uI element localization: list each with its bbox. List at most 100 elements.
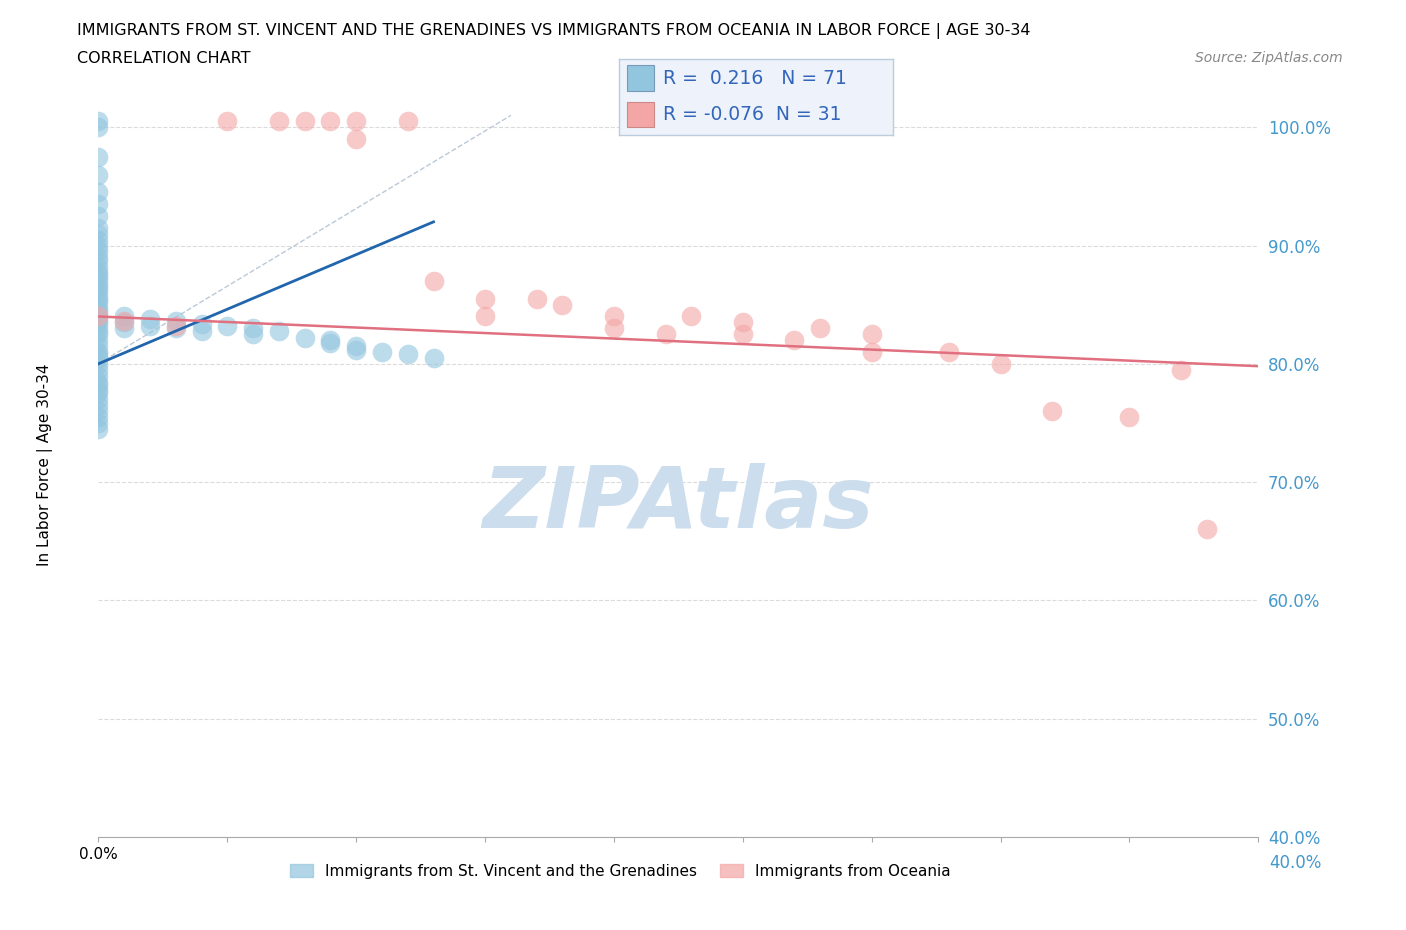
Immigrants from St. Vincent and the Grenadines — [87, 244, 110, 259]
Immigrants from St. Vincent and the Grenadines — [87, 333, 110, 348]
Immigrants from St. Vincent and the Grenadines — [87, 250, 110, 265]
Immigrants from St. Vincent and the Grenadines — [87, 238, 110, 253]
Immigrants from St. Vincent and the Grenadines — [165, 321, 187, 336]
Immigrants from St. Vincent and the Grenadines — [87, 208, 110, 223]
Immigrants from St. Vincent and the Grenadines — [87, 120, 110, 135]
Immigrants from St. Vincent and the Grenadines — [87, 326, 110, 341]
Immigrants from St. Vincent and the Grenadines — [87, 356, 110, 371]
Text: R = -0.076  N = 31: R = -0.076 N = 31 — [662, 105, 841, 124]
Immigrants from St. Vincent and the Grenadines — [87, 324, 110, 339]
Immigrants from St. Vincent and the Grenadines — [87, 312, 110, 326]
Immigrants from St. Vincent and the Grenadines — [87, 150, 110, 165]
Immigrants from St. Vincent and the Grenadines — [87, 404, 110, 418]
Immigrants from St. Vincent and the Grenadines — [87, 347, 110, 362]
Bar — [627, 65, 654, 90]
Immigrants from Oceania — [319, 113, 342, 128]
Immigrants from Oceania — [603, 309, 626, 324]
Immigrants from St. Vincent and the Grenadines — [87, 268, 110, 283]
Immigrants from Oceania — [294, 113, 316, 128]
Immigrants from Oceania — [990, 356, 1012, 371]
Immigrants from Oceania — [860, 344, 883, 359]
Immigrants from St. Vincent and the Grenadines — [190, 324, 212, 339]
Immigrants from Oceania — [165, 318, 187, 333]
Immigrants from St. Vincent and the Grenadines — [87, 272, 110, 286]
Immigrants from Oceania — [526, 291, 548, 306]
Immigrants from St. Vincent and the Grenadines — [139, 312, 162, 326]
Immigrants from Oceania — [344, 113, 367, 128]
Immigrants from St. Vincent and the Grenadines — [87, 315, 110, 330]
Immigrants from St. Vincent and the Grenadines — [396, 347, 419, 362]
Immigrants from Oceania — [396, 113, 419, 128]
Immigrants from St. Vincent and the Grenadines — [87, 185, 110, 200]
Immigrants from St. Vincent and the Grenadines — [87, 295, 110, 310]
Immigrants from St. Vincent and the Grenadines — [87, 264, 110, 279]
Immigrants from Oceania — [112, 313, 135, 328]
Text: In Labor Force | Age 30-34: In Labor Force | Age 30-34 — [37, 364, 53, 566]
Immigrants from St. Vincent and the Grenadines — [87, 368, 110, 383]
Immigrants from St. Vincent and the Grenadines — [422, 351, 444, 365]
Immigrants from St. Vincent and the Grenadines — [87, 276, 110, 291]
Text: IMMIGRANTS FROM ST. VINCENT AND THE GRENADINES VS IMMIGRANTS FROM OCEANIA IN LAB: IMMIGRANTS FROM ST. VINCENT AND THE GREN… — [77, 23, 1031, 39]
Immigrants from Oceania — [217, 113, 239, 128]
Immigrants from St. Vincent and the Grenadines — [371, 344, 394, 359]
Immigrants from St. Vincent and the Grenadines — [112, 309, 135, 324]
Immigrants from St. Vincent and the Grenadines — [112, 321, 135, 336]
Immigrants from St. Vincent and the Grenadines — [87, 416, 110, 431]
Text: ZIPAtlas: ZIPAtlas — [482, 463, 875, 546]
Immigrants from St. Vincent and the Grenadines — [87, 113, 110, 128]
Immigrants from St. Vincent and the Grenadines — [87, 299, 110, 314]
Immigrants from Oceania — [1118, 409, 1140, 424]
Immigrants from Oceania — [654, 326, 676, 341]
Text: Source: ZipAtlas.com: Source: ZipAtlas.com — [1195, 51, 1343, 65]
Text: CORRELATION CHART: CORRELATION CHART — [77, 51, 250, 66]
Immigrants from St. Vincent and the Grenadines — [267, 324, 290, 339]
Immigrants from St. Vincent and the Grenadines — [87, 318, 110, 333]
Immigrants from St. Vincent and the Grenadines — [87, 167, 110, 182]
Immigrants from St. Vincent and the Grenadines — [112, 315, 135, 330]
Immigrants from Oceania — [731, 326, 754, 341]
Immigrants from Oceania — [938, 344, 960, 359]
Immigrants from St. Vincent and the Grenadines — [87, 259, 110, 274]
Immigrants from St. Vincent and the Grenadines — [242, 321, 264, 336]
Immigrants from Oceania — [1040, 404, 1063, 418]
Immigrants from St. Vincent and the Grenadines — [87, 291, 110, 306]
Immigrants from Oceania — [1195, 522, 1218, 537]
Immigrants from St. Vincent and the Grenadines — [319, 335, 342, 350]
Immigrants from St. Vincent and the Grenadines — [87, 392, 110, 406]
Immigrants from St. Vincent and the Grenadines — [87, 386, 110, 401]
Immigrants from Oceania — [474, 291, 496, 306]
Immigrants from St. Vincent and the Grenadines — [87, 196, 110, 211]
Immigrants from Oceania — [808, 321, 831, 336]
Immigrants from St. Vincent and the Grenadines — [87, 378, 110, 392]
Immigrants from Oceania — [344, 132, 367, 147]
Immigrants from St. Vincent and the Grenadines — [87, 303, 110, 318]
Immigrants from Oceania — [267, 113, 290, 128]
Immigrants from St. Vincent and the Grenadines — [139, 318, 162, 333]
Immigrants from St. Vincent and the Grenadines — [344, 342, 367, 357]
Bar — [627, 102, 654, 127]
Immigrants from Oceania — [731, 315, 754, 330]
Immigrants from St. Vincent and the Grenadines — [87, 421, 110, 436]
Immigrants from St. Vincent and the Grenadines — [344, 339, 367, 353]
Text: 40.0%: 40.0% — [1270, 854, 1322, 871]
Immigrants from St. Vincent and the Grenadines — [87, 382, 110, 397]
Immigrants from St. Vincent and the Grenadines — [87, 280, 110, 295]
Immigrants from St. Vincent and the Grenadines — [190, 316, 212, 331]
Immigrants from St. Vincent and the Grenadines — [87, 283, 110, 298]
Immigrants from St. Vincent and the Grenadines — [87, 374, 110, 389]
Immigrants from St. Vincent and the Grenadines — [87, 287, 110, 302]
Legend: Immigrants from St. Vincent and the Grenadines, Immigrants from Oceania: Immigrants from St. Vincent and the Gren… — [284, 857, 957, 884]
Immigrants from Oceania — [783, 333, 806, 348]
Immigrants from St. Vincent and the Grenadines — [87, 220, 110, 235]
Immigrants from St. Vincent and the Grenadines — [87, 307, 110, 322]
Immigrants from Oceania — [551, 298, 574, 312]
Immigrants from St. Vincent and the Grenadines — [242, 326, 264, 341]
Immigrants from St. Vincent and the Grenadines — [165, 313, 187, 328]
Immigrants from St. Vincent and the Grenadines — [87, 226, 110, 241]
Immigrants from Oceania — [422, 273, 444, 288]
Immigrants from St. Vincent and the Grenadines — [87, 254, 110, 269]
Immigrants from St. Vincent and the Grenadines — [294, 330, 316, 345]
Immigrants from Oceania — [474, 309, 496, 324]
Immigrants from St. Vincent and the Grenadines — [87, 409, 110, 424]
Immigrants from St. Vincent and the Grenadines — [87, 398, 110, 413]
